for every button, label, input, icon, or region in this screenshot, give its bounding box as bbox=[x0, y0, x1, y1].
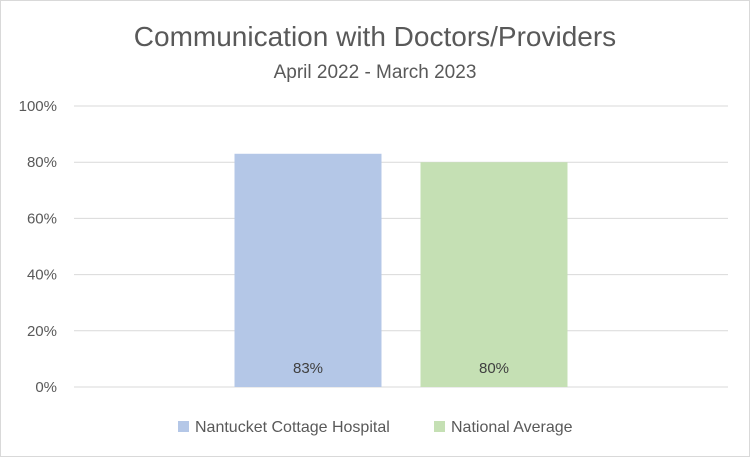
legend: Nantucket Cottage Hospital National Avera… bbox=[178, 419, 573, 436]
data-label: 80% bbox=[479, 360, 509, 377]
y-tick-label: 0% bbox=[35, 379, 57, 396]
y-tick-label: 100% bbox=[19, 98, 57, 115]
y-tick-label: 20% bbox=[27, 323, 57, 340]
legend-swatch bbox=[434, 421, 445, 432]
gridlines bbox=[74, 105, 728, 388]
bar-national-average bbox=[420, 162, 568, 387]
y-axis-ticks: 0% 20% 40% 60% 80% 100% bbox=[19, 98, 57, 396]
chart-subtitle: April 2022 - March 2023 bbox=[274, 62, 477, 83]
bars bbox=[234, 153, 568, 387]
y-tick-label: 40% bbox=[27, 267, 57, 284]
legend-label: Nantucket Cottage Hospital bbox=[195, 419, 390, 436]
y-tick-label: 60% bbox=[27, 210, 57, 227]
legend-label: National Average bbox=[451, 419, 573, 436]
data-label: 83% bbox=[293, 360, 323, 377]
chart-title: Communication with Doctors/Providers bbox=[134, 21, 616, 52]
bar-nantucket-cottage-hospital bbox=[234, 153, 382, 387]
legend-swatch bbox=[178, 421, 189, 432]
data-labels: 83% 80% bbox=[293, 360, 509, 377]
y-tick-label: 80% bbox=[27, 154, 57, 171]
